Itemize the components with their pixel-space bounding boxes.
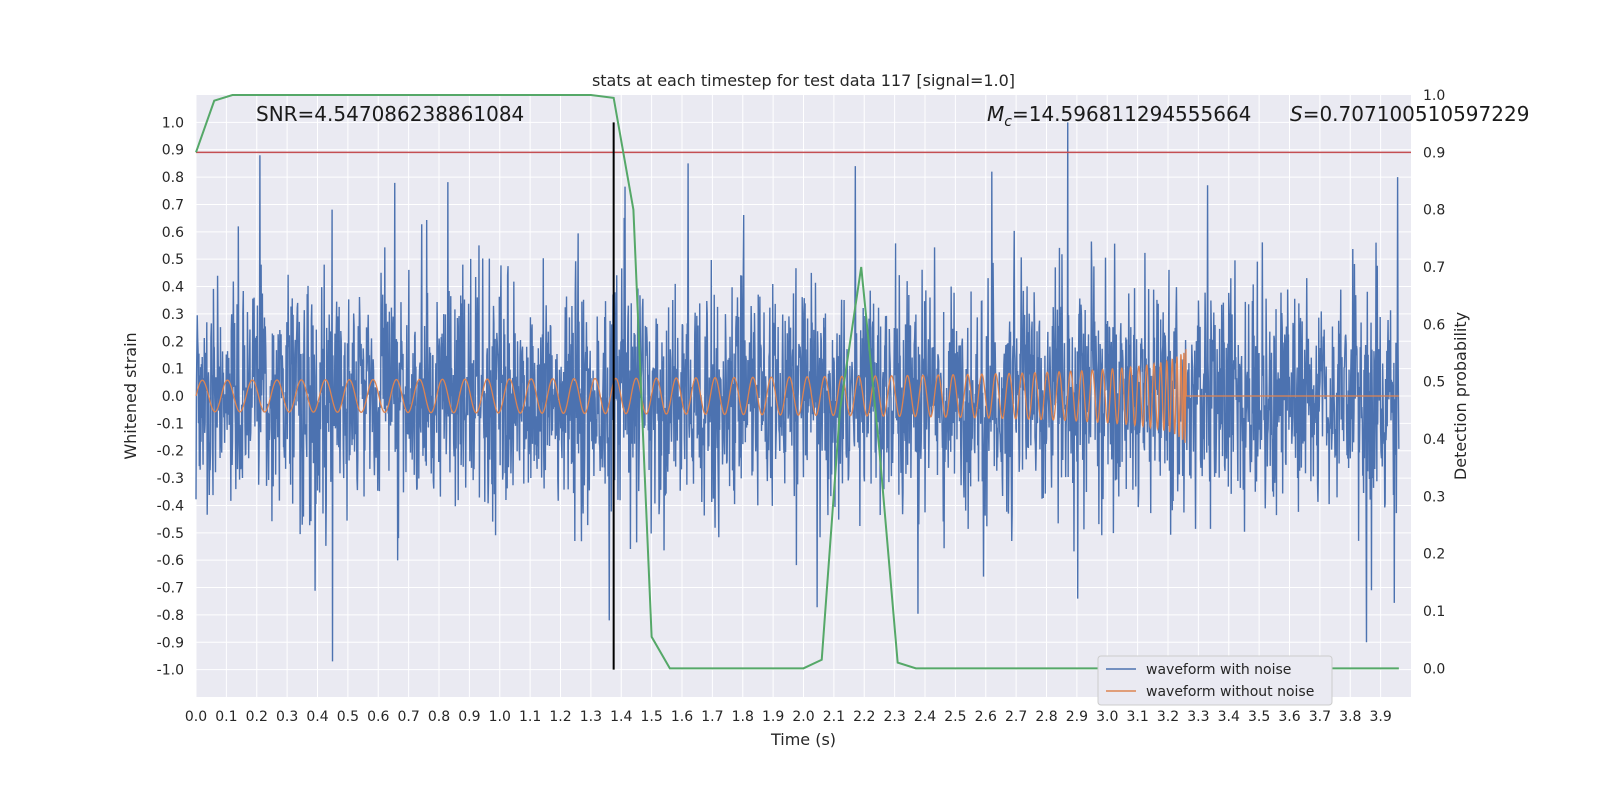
y-right-tick-label: 0.2 [1423,547,1445,563]
x-tick-label: 0.4 [306,709,328,725]
x-tick-label: 2.4 [914,709,936,725]
y-tick-label: -0.2 [157,444,184,460]
y-tick-label: -0.8 [157,608,184,624]
y-tick-label: 0.9 [162,143,184,159]
x-tick-label: 0.8 [428,709,450,725]
snr-annotation: SNR=4.547086238861084 [256,102,524,126]
y-tick-label: 0.7 [162,197,184,213]
chirp-mass-value: =14.596811294555664 [1012,102,1251,126]
y-tick-label: -0.4 [157,498,184,514]
y-right-tick-label: 0.7 [1423,260,1445,276]
x-tick-label: 3.2 [1157,709,1179,725]
legend-label-clean: waveform without noise [1146,684,1314,700]
y-tick-label: -1.0 [157,663,184,679]
x-tick-label: 1.9 [762,709,784,725]
chirp-mass-symbol: M [987,102,1004,126]
x-tick-label: 1.5 [640,709,662,725]
x-tick-label: 3.3 [1187,709,1209,725]
y-right-tick-label: 0.8 [1423,203,1445,219]
chart-title: stats at each timestep for test data 117… [592,71,1015,90]
y-tick-label: 0.5 [162,252,184,268]
x-tick-label: 3.5 [1248,709,1270,725]
y-right-tick-label: 0.9 [1423,145,1445,161]
series-line-waveform-with-noise [195,122,1400,662]
y-right-tick-label: 0.5 [1423,375,1445,391]
y-right-tick-label: 0.1 [1423,604,1445,620]
x-tick-label: 1.0 [489,709,511,725]
x-tick-label: 0.9 [458,709,480,725]
x-tick-label: 3.9 [1369,709,1391,725]
x-tick-label: 2.1 [823,709,845,725]
y-tick-label: -0.7 [157,581,184,597]
y-right-tick-label: 0.6 [1423,317,1445,333]
x-tick-label: 3.4 [1218,709,1240,725]
x-tick-label: 2.9 [1066,709,1088,725]
y-tick-label: 0.0 [162,389,184,405]
x-tick-label: 1.6 [671,709,693,725]
legend-box [1097,655,1333,706]
y-tick-label: 0.4 [162,280,184,296]
x-tick-label: 3.6 [1278,709,1300,725]
x-tick-label: 1.3 [580,709,602,725]
y-tick-label: 0.8 [162,170,184,186]
x-tick-label: 0.3 [276,709,298,725]
x-tick-label: 0.6 [367,709,389,725]
y-axis-right-label: Detection probability [1451,312,1470,480]
s-value: =0.707100510597229 [1303,102,1530,126]
x-tick-label: 1.2 [549,709,571,725]
x-tick-label: 3.0 [1096,709,1118,725]
x-tick-label: 0.7 [397,709,419,725]
y-tick-label: 0.6 [162,225,184,241]
y-tick-label: 0.3 [162,307,184,323]
x-tick-label: 3.1 [1126,709,1148,725]
s-annotation: S=0.707100510597229 [1290,102,1529,126]
x-tick-label: 2.0 [792,709,814,725]
x-tick-label: 1.1 [519,709,541,725]
x-tick-label: 3.8 [1339,709,1361,725]
x-tick-label: 2.5 [944,709,966,725]
y-tick-label: 1.0 [162,115,184,131]
x-tick-label: 1.8 [732,709,754,725]
y-axis-ticks: 1.0 0.9 0.8 0.7 0.6 0.5 0.4 0.3 0.2 0.1 0.0 -0.1 -0.… [157,115,184,678]
y-right-tick-label: 0.4 [1423,432,1445,448]
x-axis-label: Time (s) [770,730,836,749]
y-tick-label: -0.9 [157,635,184,651]
y-tick-label: -0.5 [157,526,184,542]
y-axis-right-ticks: 1.0 0.9 0.8 0.7 0.6 0.5 0.4 0.3 0.2 0.1 0.0 [1423,88,1445,677]
y-axis-label: Whitened strain [121,332,140,459]
legend-label-noise: waveform with noise [1146,662,1291,678]
x-tick-label: 1.7 [701,709,723,725]
series-line-waveform-without-noise [195,349,1399,443]
y-right-tick-label: 0.3 [1423,489,1445,505]
x-tick-label: 0.5 [337,709,359,725]
x-tick-label: 0.1 [215,709,237,725]
chirp-mass-annotation: Mc=14.596811294555664 [987,102,1251,130]
series-layer [195,94,1411,670]
y-tick-label: 0.1 [162,362,184,378]
series-line-detection-probability [195,94,1399,670]
legend: waveform with noise waveform without noi… [1097,655,1333,706]
x-tick-label: 1.4 [610,709,632,725]
x-axis-ticks: 0.0 0.1 0.2 0.3 0.4 0.5 0.6 0.7 0.8 0.9 1.0 1.1 1.2 1… [185,709,1392,725]
x-tick-label: 2.2 [853,709,875,725]
y-tick-label: -0.1 [157,416,184,432]
x-tick-label: 2.3 [883,709,905,725]
x-tick-label: 2.7 [1005,709,1027,725]
y-tick-label: -0.6 [157,553,184,569]
y-right-tick-label: 1.0 [1423,88,1445,104]
y-right-tick-label: 0.0 [1423,661,1445,677]
y-tick-label: 0.2 [162,334,184,350]
x-tick-label: 0.2 [246,709,268,725]
chirp-mass-subscript: c [1004,114,1012,130]
x-tick-label: 2.6 [975,709,997,725]
x-tick-label: 3.7 [1309,709,1331,725]
x-tick-label: 0.0 [185,709,207,725]
y-tick-label: -0.3 [157,471,184,487]
s-symbol: S [1290,102,1303,126]
x-tick-label: 2.8 [1035,709,1057,725]
